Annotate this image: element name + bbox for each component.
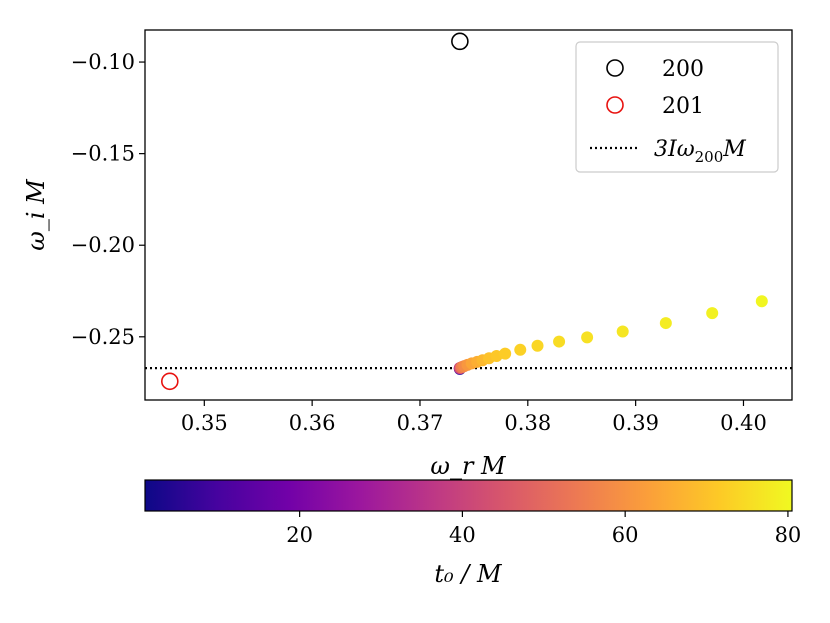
fit-point-14: [499, 347, 512, 360]
fit-point-20: [659, 317, 672, 330]
x-axis-ticks: 0.35 0.36 0.37 0.38 0.39 0.40: [181, 400, 767, 435]
colorbar: 20 40 60 80 t₀ / M: [144, 479, 801, 588]
points-layer: [161, 32, 768, 391]
legend-box: [575, 41, 779, 173]
y-tick-label: −0.15: [71, 142, 135, 166]
legend-label-201: 201: [662, 94, 704, 119]
plot-frame: [144, 29, 793, 401]
x-axis-label: ω_r M: [430, 452, 507, 480]
colorbar-tick-label: 80: [775, 523, 802, 547]
x-tick-label: 0.39: [612, 411, 659, 435]
legend-label-200: 200: [662, 57, 704, 82]
fit-point-22: [755, 295, 768, 308]
legend-label-reference-line: 3Iω200M: [654, 137, 746, 166]
colorbar-gradient: [145, 480, 792, 511]
legend: 200 201 3Iω200M: [575, 41, 779, 173]
x-tick-label: 0.36: [289, 411, 336, 435]
colorbar-label: t₀ / M: [434, 560, 503, 588]
colorbar-tick-label: 60: [612, 523, 639, 547]
legend-marker-201: [606, 96, 624, 114]
colorbar-tick-label: 20: [286, 523, 313, 547]
fit-point-15: [514, 343, 527, 356]
fit-point-19: [616, 325, 629, 338]
legend-label-reference-main: 3Iω: [654, 137, 695, 162]
x-tick-label: 0.38: [504, 411, 551, 435]
legend-label-reference-sub: 200: [695, 148, 724, 166]
colorbar-tick-label: 40: [449, 523, 476, 547]
x-tick-label: 0.35: [181, 411, 228, 435]
colorbar-frame: [144, 479, 793, 512]
point-mode-201: [161, 372, 179, 391]
fit-point-17: [553, 335, 566, 348]
y-tick-label: −0.25: [71, 325, 135, 349]
fit-point-18: [581, 331, 594, 344]
y-tick-label: −0.10: [71, 50, 135, 74]
y-axis-ticks: −0.10 −0.15 −0.20 −0.25: [71, 50, 145, 349]
y-tick-label: −0.20: [71, 233, 135, 257]
fit-point-16: [531, 339, 544, 352]
y-axis-label: ω_i M: [22, 178, 50, 251]
colorbar-ticks: 20 40 60 80: [286, 511, 801, 547]
x-tick-label: 0.40: [720, 411, 767, 435]
legend-marker-200: [606, 59, 624, 77]
x-tick-label: 0.37: [397, 411, 444, 435]
legend-label-reference-tail: M: [722, 137, 746, 162]
point-mode-200: [451, 32, 469, 51]
fit-point-21: [706, 307, 719, 320]
